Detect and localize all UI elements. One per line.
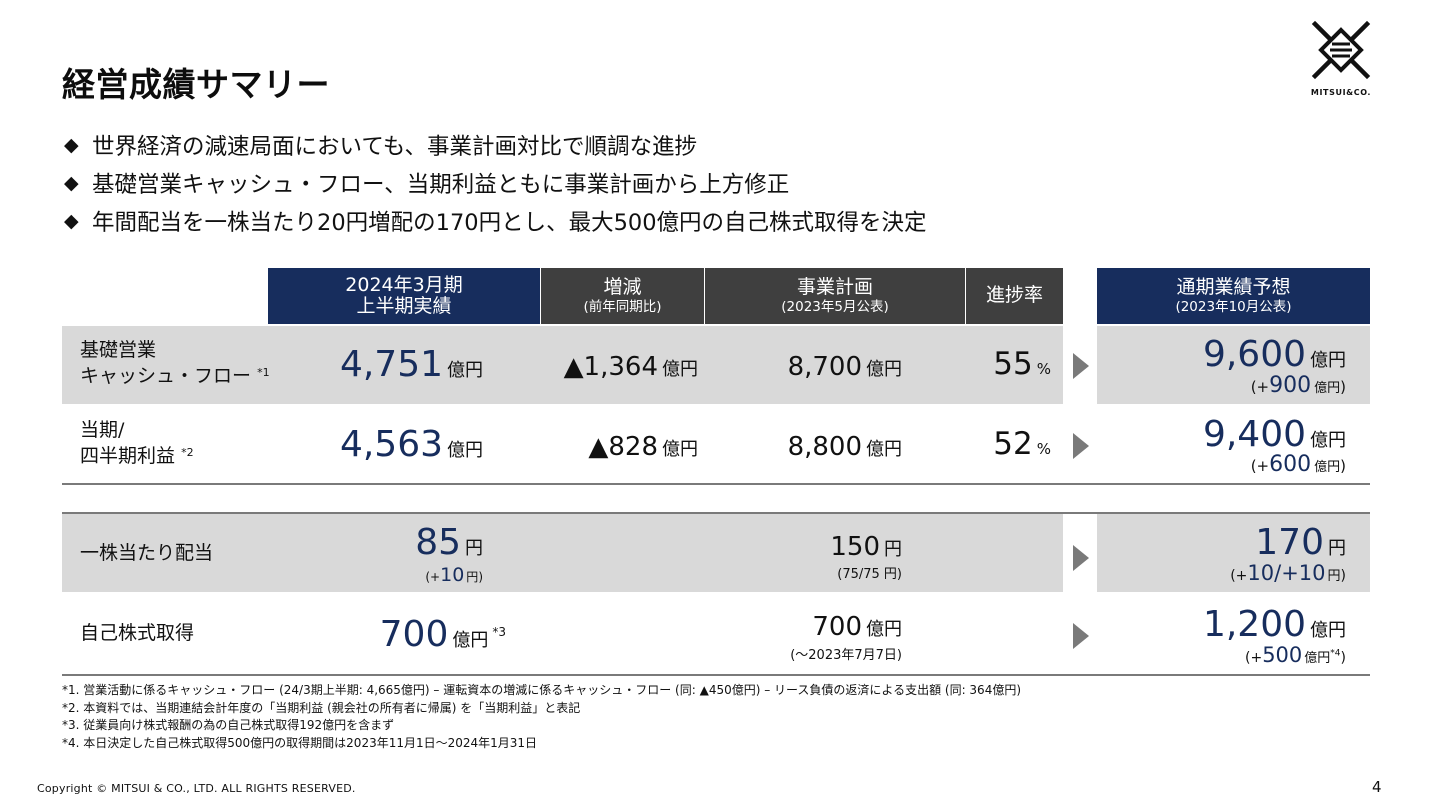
header-forecast: 通期業績予想 (2023年10月公表) [1097, 268, 1370, 324]
profit-change: ▲828 億円 [588, 432, 698, 462]
mitsui-logo-icon [1311, 20, 1371, 80]
profit-plan: 8,800 億円 [787, 432, 902, 462]
profit-progress: 52% [993, 426, 1051, 462]
row-bg-cf-forecast [1097, 326, 1370, 404]
buyback-plan-note: (～2023年7月7日) [790, 648, 902, 663]
dividend-forecast-diff: (+10/+10 円) [1230, 561, 1346, 585]
row-bg-dividend-forecast [1097, 514, 1370, 592]
footnotes: *1. 営業活動に係るキャッシュ・フロー (24/3期上半期: 4,665億円)… [62, 682, 1021, 752]
buyback-actual: 700 億円 *3 [379, 614, 506, 655]
bullet-text: 基礎営業キャッシュ・フロー、当期利益ともに事業計画から上方修正 [92, 172, 790, 198]
arrow-right-icon [1073, 353, 1089, 379]
bullet-text: 年間配当を一株当たり20円増配の170円とし、最大500億円の自己株式取得を決定 [92, 210, 927, 236]
row-label-cf: 基礎営業 キャッシュ・フロー *1 [80, 339, 270, 387]
diamond-icon: ◆ [64, 210, 79, 232]
page-title: 経営成績サマリー [62, 65, 330, 104]
buyback-forecast: 1,200 億円 [1202, 604, 1346, 645]
header-plan: 事業計画 (2023年5月公表) [705, 268, 965, 324]
bullet-text: 世界経済の減速局面においても、事業計画対比で順調な進捗 [92, 134, 698, 160]
footnote: *1. 営業活動に係るキャッシュ・フロー (24/3期上半期: 4,665億円)… [62, 683, 1022, 697]
row-label-dividend: 一株当たり配当 [80, 542, 214, 564]
header-change: 増減 (前年同期比) [541, 268, 704, 324]
mitsui-logo: MITSUI&CO. [1300, 18, 1382, 104]
row-label-profit: 当期/ 四半期利益 *2 [80, 419, 194, 467]
divider [62, 512, 1370, 514]
row-bg-dividend [62, 514, 1063, 592]
diamond-icon: ◆ [64, 172, 79, 194]
divider [62, 483, 1370, 485]
footnote: *4. 本日決定した自己株式取得500億円の取得期間は2023年11月1日～20… [62, 735, 538, 750]
footnote: *2. 本資料では、当期連結会計年度の「当期利益 (親会社の所有者に帰属) を「… [62, 700, 581, 715]
footnote: *3. 従業員向け株式報酬の為の自己株式取得192億円を含まず [62, 718, 395, 732]
dividend-forecast: 170 円 [1255, 522, 1346, 563]
arrow-right-icon [1073, 623, 1089, 649]
bullet-item: ◆ 年間配当を一株当たり20円増配の170円とし、最大500億円の自己株式取得を… [64, 202, 927, 240]
copyright: Copyright © MITSUI & CO., LTD. ALL RIGHT… [37, 782, 356, 795]
dividend-plan-note: (75/75 円) [837, 567, 902, 582]
diamond-icon: ◆ [64, 134, 79, 156]
divider [62, 674, 1370, 676]
buyback-forecast-diff: (+500 億円*4) [1244, 643, 1346, 667]
profit-forecast-diff: (+600 億円) [1250, 452, 1346, 477]
cf-forecast: 9,600 億円 [1202, 334, 1346, 375]
summary-bullets: ◆ 世界経済の減速局面においても、事業計画対比で順調な進捗 ◆ 基礎営業キャッシ… [64, 126, 927, 240]
page-number: 4 [1372, 778, 1382, 796]
cf-actual: 4,751 億円 [339, 344, 483, 385]
row-bg-cf [62, 326, 1063, 404]
dividend-actual-diff: (+10 円) [425, 564, 483, 586]
buyback-plan: 700 億円 [812, 612, 902, 642]
arrow-right-icon [1073, 433, 1089, 459]
header-actual: 2024年3月期 上半期実績 [268, 268, 540, 324]
arrow-right-icon [1073, 545, 1089, 571]
cf-change: ▲1,364 億円 [563, 352, 698, 382]
bullet-item: ◆ 基礎営業キャッシュ・フロー、当期利益ともに事業計画から上方修正 [64, 164, 927, 202]
row-label-buyback: 自己株式取得 [80, 622, 195, 644]
bullet-item: ◆ 世界経済の減速局面においても、事業計画対比で順調な進捗 [64, 126, 927, 164]
profit-actual: 4,563 億円 [339, 424, 483, 465]
header-progress: 進捗率 [966, 268, 1063, 324]
dividend-actual: 85 円 [415, 522, 483, 563]
dividend-plan: 150 円 [830, 532, 902, 562]
cf-progress: 55% [993, 346, 1051, 382]
cf-plan: 8,700 億円 [787, 352, 902, 382]
cf-forecast-diff: (+900 億円) [1250, 373, 1346, 398]
profit-forecast: 9,400 億円 [1202, 414, 1346, 455]
logo-text: MITSUI&CO. [1310, 88, 1372, 97]
